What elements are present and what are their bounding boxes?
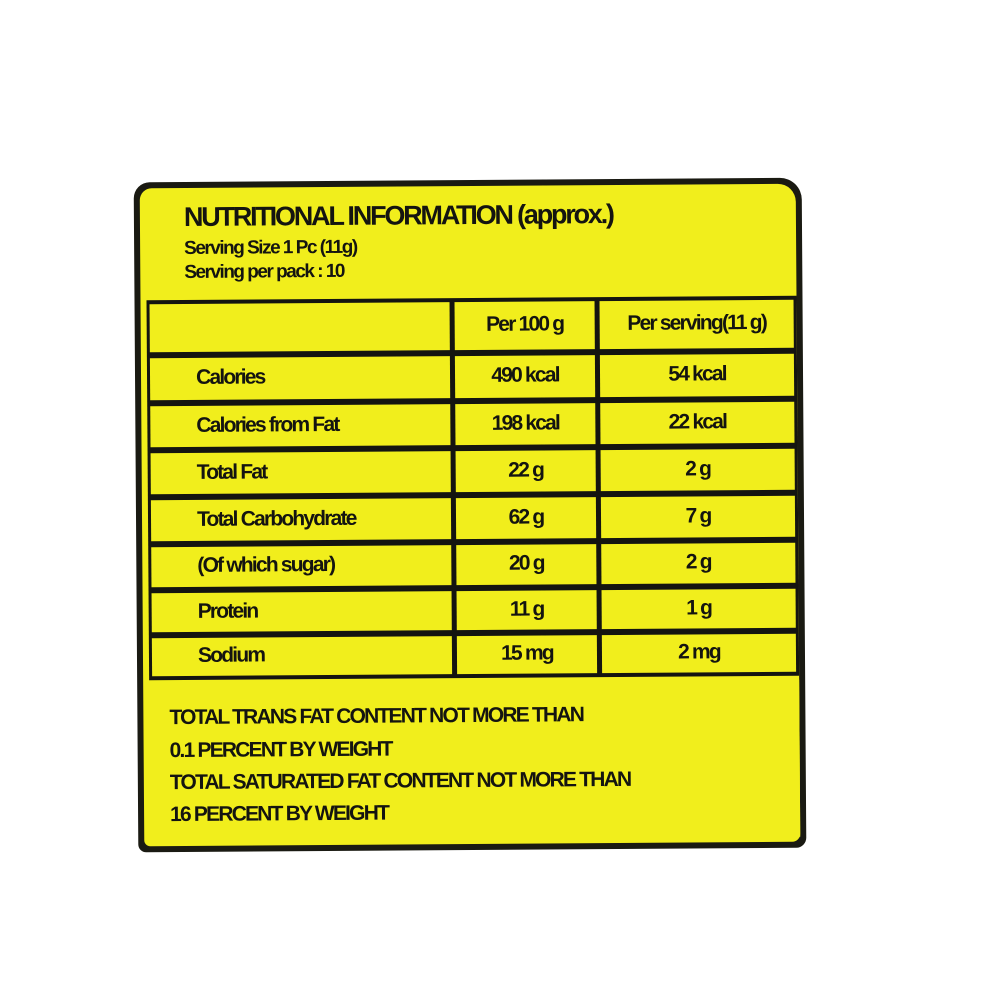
label-title: NUTRITIONAL INFORMATION (approx.) (183, 198, 613, 232)
per-100g-value-cell: 20 g (456, 544, 597, 586)
per-serving-value: 22 kcal (668, 409, 727, 434)
servings-per-pack: Serving per pack : 10 (184, 260, 345, 283)
per-100g-value: 22 g (508, 457, 544, 482)
per-serving-value-cell: 2 g (600, 448, 795, 492)
per-serving-value: 2 g (685, 550, 711, 574)
nutrient-label-cell: Calories (149, 356, 451, 401)
per-100g-value-cell: 15 mg (456, 635, 598, 675)
per-serving-value: 1 g (686, 595, 712, 619)
nutrient-label-cell: Sodium (151, 636, 453, 677)
footer-line: 16 PERCENT BY WEIGHT (170, 801, 389, 827)
nutrient-label-cell: (Of which sugar) (151, 545, 452, 588)
nutrient-label: Sodium (197, 643, 265, 667)
per-100g-value: 15 mg (501, 641, 553, 665)
per-serving-value-cell: 54 kcal (599, 353, 795, 398)
per-serving-value: 54 kcal (668, 362, 726, 386)
nutrient-label: Total Fat (196, 459, 267, 484)
footer-line: TOTAL TRANS FAT CONTENT NOT MORE THAN (169, 703, 584, 730)
per-100g-value: 62 g (508, 504, 544, 529)
per-serving-value: 7 g (685, 503, 711, 527)
per-100g-value: 198 kcal (491, 410, 560, 435)
per-100g-value-cell: 62 g (455, 497, 597, 540)
per-100g-value-cell: 198 kcal (455, 403, 596, 446)
header-per-100g: Per 100 g (485, 312, 564, 336)
nutrient-label: Protein (197, 598, 258, 623)
nutrient-label-cell: Total Carbohydrate (150, 498, 452, 542)
per-100g-value-cell: 22 g (455, 450, 596, 493)
per-serving-value: 2 g (685, 456, 711, 480)
per-serving-value-cell: 2 mg (601, 633, 797, 674)
nutrition-table: Per 100 g Per serving(11 g) Calories 490 kc… (146, 295, 800, 681)
nutrient-label-cell: Total Fat (150, 451, 451, 495)
per-100g-value-cell: 11 g (456, 590, 597, 631)
per-serving-value-cell: 1 g (601, 588, 796, 630)
per-serving-value-cell: 22 kcal (600, 401, 795, 445)
nutrient-label-cell: Protein (151, 591, 452, 633)
per-serving-value-cell: 2 g (601, 542, 796, 585)
nutrient-label: Total Carbohydrate (196, 506, 356, 531)
per-100g-value: 20 g (508, 551, 544, 575)
footer-line: 0.1 PERCENT BY WEIGHT (169, 737, 392, 763)
header-empty-cell (149, 302, 450, 353)
nutrition-label: NUTRITIONAL INFORMATION (approx.) Servin… (133, 177, 807, 853)
per-100g-value: 11 g (509, 596, 544, 621)
per-serving-value: 2 mg (677, 640, 720, 664)
nutrient-label: Calories from Fat (196, 412, 339, 437)
nutrient-label-cell: Calories from Fat (150, 404, 451, 448)
nutrient-label: Calories (195, 365, 265, 389)
nutrient-label: (Of which sugar) (197, 552, 335, 577)
header-per-serving-cell: Per serving(11 g) (599, 299, 794, 350)
per-serving-value-cell: 7 g (600, 495, 796, 539)
label-background: NUTRITIONAL INFORMATION (approx.) Servin… (139, 183, 801, 847)
header-per-serving: Per serving(11 g) (627, 310, 767, 335)
per-100g-value: 490 kcal (491, 363, 559, 387)
header-per-100g-cell: Per 100 g (454, 301, 595, 351)
serving-size: Serving Size 1 Pc (11g) (184, 236, 357, 259)
footer-line: TOTAL SATURATED FAT CONTENT NOT MORE THA… (169, 767, 631, 795)
footer-notes: TOTAL TRANS FAT CONTENT NOT MORE THAN 0.… (149, 679, 801, 842)
per-100g-value-cell: 490 kcal (454, 355, 596, 399)
